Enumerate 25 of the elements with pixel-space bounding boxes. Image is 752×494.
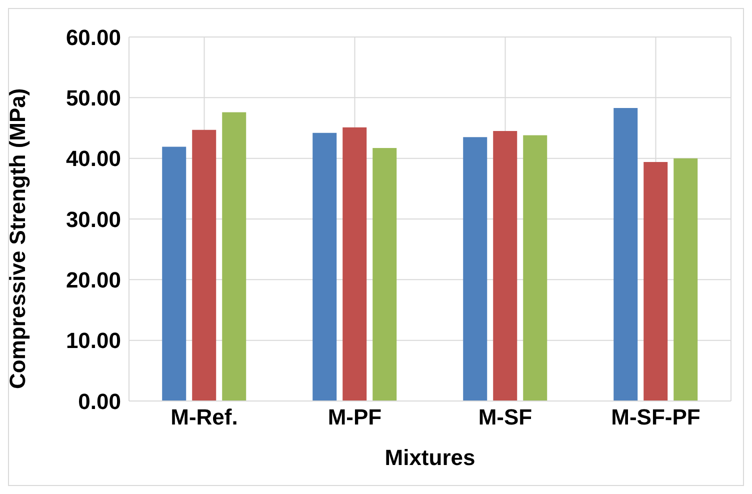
- bar: [192, 130, 216, 401]
- y-tick-label: 30.00: [66, 206, 121, 232]
- x-tick-label: M-SF-PF: [611, 404, 700, 430]
- y-tick-label: 10.00: [66, 328, 121, 354]
- x-axis-title: Mixtures: [384, 445, 476, 470]
- x-tick-label: M-SF: [478, 404, 532, 430]
- x-tick-label: M-PF: [328, 404, 382, 430]
- y-tick-label: 40.00: [66, 146, 121, 172]
- bar: [644, 162, 668, 401]
- y-tick-label: 0.00: [78, 388, 121, 414]
- bar: [372, 148, 397, 401]
- y-tick-label: 60.00: [66, 24, 121, 50]
- bar: [463, 137, 488, 401]
- bar: [312, 132, 337, 401]
- y-axis-title: Compressive Strength (MPa): [4, 88, 30, 389]
- bar: [523, 135, 548, 401]
- x-tick-label: M-Ref.: [170, 404, 238, 430]
- bar: [674, 158, 698, 401]
- bar: [614, 108, 638, 401]
- bar: [162, 146, 186, 401]
- bar: [342, 127, 367, 401]
- bar: [222, 112, 246, 401]
- bar: [493, 131, 518, 401]
- y-tick-label: 50.00: [66, 85, 121, 110]
- y-tick-label: 20.00: [66, 267, 121, 292]
